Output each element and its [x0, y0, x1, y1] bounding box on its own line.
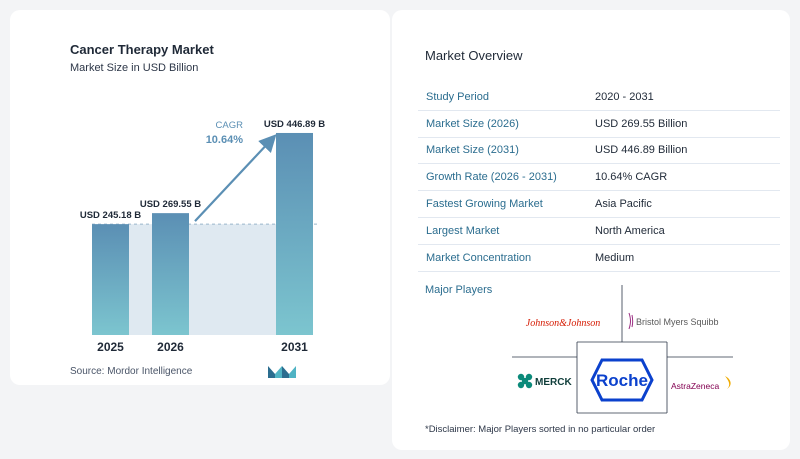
data-label: USD 446.89 B [264, 119, 325, 130]
overview-value: Medium [595, 251, 635, 264]
jnj-logo: Johnson&Johnson [526, 318, 600, 329]
astrazeneca-logo: AstraZeneca [671, 376, 731, 391]
overview-key: Market Size (2031) [426, 144, 519, 157]
bms-name: Bristol Myers Squibb [636, 317, 719, 327]
disclaimer: *Disclaimer: Major Players sorted in no … [425, 424, 656, 435]
overview-key: Largest Market [426, 224, 500, 237]
bar-chart: USD 245.18 B 2025 USD 269.55 B 2026 USD 446.… [80, 119, 325, 354]
players-title: Major Players [425, 284, 493, 296]
overview-key: Market Concentration [426, 251, 532, 264]
overview-row: Growth Rate (2026 - 2031) 10.64% CAGR [418, 164, 780, 192]
chart-subtitle: Market Size in USD Billion [70, 62, 199, 74]
mordor-logo-icon [268, 366, 296, 378]
overview-key: Fastest Growing Market [426, 198, 543, 211]
source-note: Source: Mordor Intelligence [70, 366, 193, 377]
players-grid: Johnson&Johnson Bristol Myers Squibb MER… [512, 285, 733, 414]
overview-value: USD 446.89 Billion [595, 144, 688, 157]
data-label: USD 245.18 B [80, 210, 141, 221]
overview-value: USD 269.55 Billion [595, 117, 688, 130]
overview-table: Study Period 2020 - 2031 Market Size (202… [418, 84, 780, 272]
overview-row: Market Size (2031) USD 446.89 Billion [418, 138, 780, 165]
overview-row: Study Period 2020 - 2031 [418, 84, 780, 111]
astrazeneca-name: AstraZeneca [671, 381, 719, 391]
x-tick-label: 2025 [97, 340, 124, 354]
merck-icon [517, 373, 533, 389]
overview-row: Market Concentration Medium [418, 245, 780, 272]
overview-value: 2020 - 2031 [595, 90, 654, 103]
overview-key: Growth Rate (2026 - 2031) [426, 171, 557, 184]
roche-name: Roche [596, 371, 648, 390]
x-tick-label: 2031 [281, 340, 308, 354]
bar [152, 213, 189, 335]
data-label: USD 269.55 B [140, 199, 201, 210]
cagr-value: 10.64% [206, 134, 244, 146]
overview-value: North America [595, 224, 665, 237]
cagr-label: CAGR [216, 120, 244, 131]
overview-row: Market Size (2026) USD 269.55 Billion [418, 111, 780, 138]
overview-key: Market Size (2026) [426, 117, 519, 130]
bms-logo: Bristol Myers Squibb [628, 312, 719, 330]
merck-logo: MERCK [517, 373, 572, 389]
merck-name: MERCK [535, 377, 572, 388]
bar [92, 224, 129, 335]
astrazeneca-swirl-icon [725, 376, 731, 389]
cagr-arrow [194, 134, 277, 222]
chart-title: Cancer Therapy Market [70, 42, 214, 57]
bms-leaf-icon [628, 312, 634, 330]
x-tick-label: 2026 [157, 340, 184, 354]
roche-logo: Roche [590, 358, 654, 402]
overview-row: Fastest Growing Market Asia Pacific [418, 191, 780, 218]
overview-title: Market Overview [425, 48, 523, 63]
overview-key: Study Period [426, 90, 489, 103]
bar [276, 132, 313, 335]
overview-card [392, 10, 790, 450]
overview-value: Asia Pacific [595, 198, 652, 211]
overview-value: 10.64% CAGR [595, 171, 668, 184]
overview-row: Largest Market North America [418, 218, 780, 245]
